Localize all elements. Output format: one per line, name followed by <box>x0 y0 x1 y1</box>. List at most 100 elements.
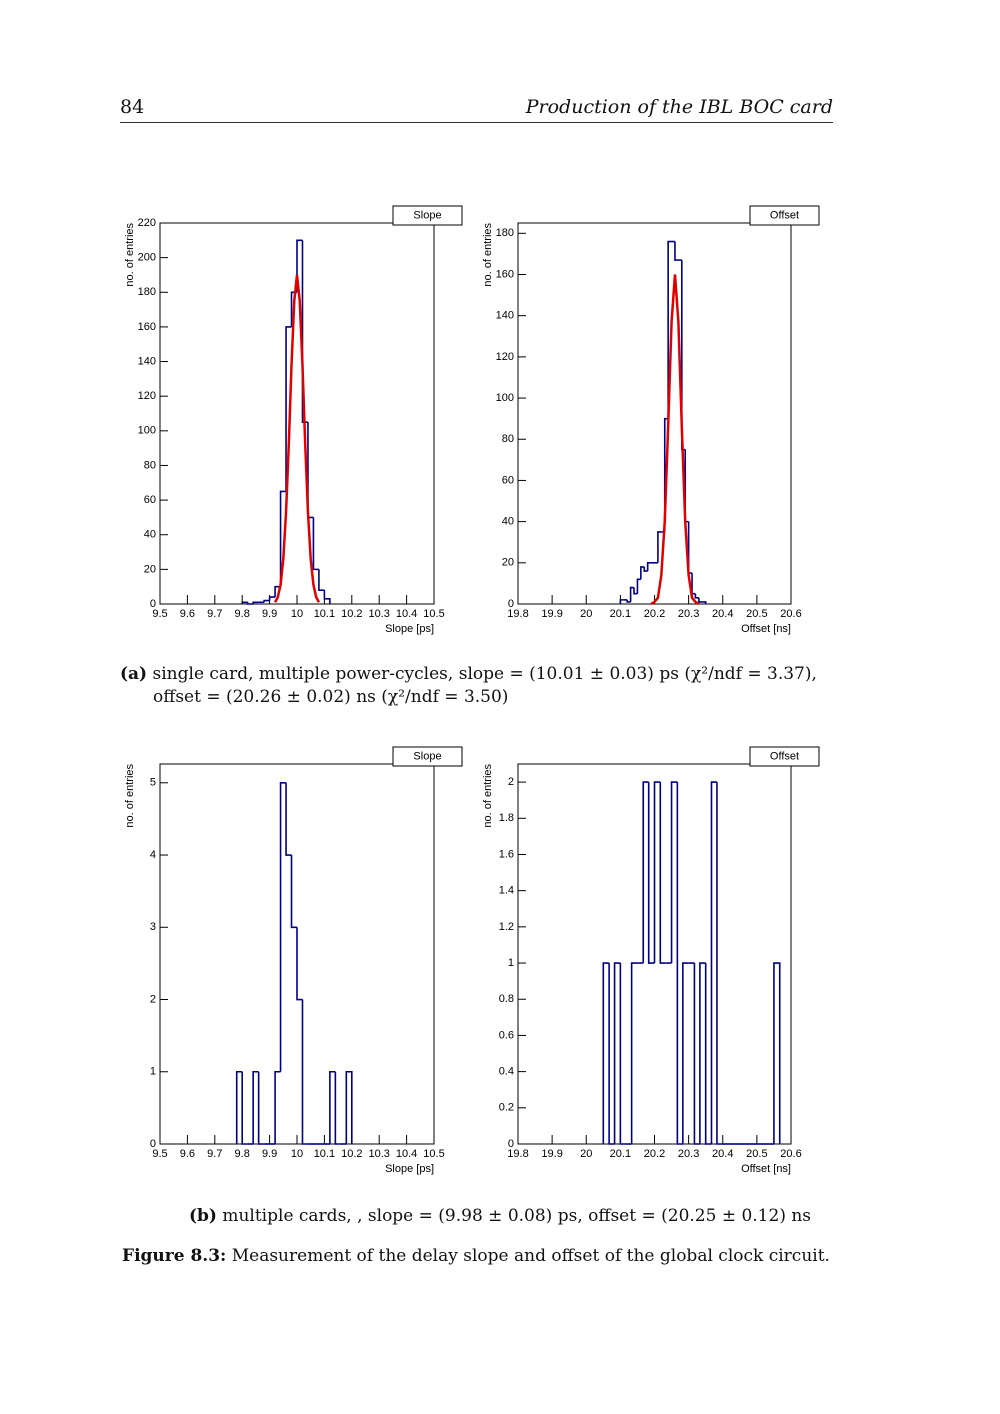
figure-caption: Figure 8.3: Measurement of the delay slo… <box>122 1245 882 1268</box>
histogram-bin <box>274 585 281 598</box>
x-tick-label: 20.5 <box>746 608 767 620</box>
x-tick-label: 10.1 <box>314 608 335 620</box>
running-title: Production of the IBL BOC card <box>525 96 833 118</box>
x-tick-label: 10.2 <box>341 608 362 620</box>
x-tick-label: 9.5 <box>152 1148 167 1160</box>
histogram-bin <box>629 586 635 602</box>
plot-frame <box>517 222 792 605</box>
histogram-bin <box>241 601 248 604</box>
histogram-bin <box>657 531 662 563</box>
y-tick-label: 100 <box>138 425 156 437</box>
histogram-bin <box>619 599 624 604</box>
y-tick-label: 160 <box>496 268 514 280</box>
histogram-bin <box>674 241 679 261</box>
x-tick-label: 9.7 <box>207 1148 222 1160</box>
x-tick-label: 10.3 <box>368 608 389 620</box>
x-tick-label: 20.1 <box>610 1148 631 1160</box>
title-box <box>392 746 463 767</box>
histogram-bin <box>241 1071 248 1145</box>
x-tick-label: 10 <box>291 1148 303 1160</box>
y-tick-label: 80 <box>502 433 514 445</box>
y-tick-label: 160 <box>138 321 156 333</box>
y-tick-label: 0.4 <box>499 1066 514 1078</box>
y-tick-label: 5 <box>150 777 156 789</box>
x-tick-label: 19.9 <box>541 608 562 620</box>
x-tick-label: 10 <box>291 608 303 620</box>
y-tick-label: 1.4 <box>499 885 514 897</box>
y-tick-label: 220 <box>138 217 156 229</box>
subcaption: (a) single card, multiple power-cycles, … <box>120 663 835 709</box>
title-box <box>749 746 820 767</box>
histogram-bin <box>626 599 631 603</box>
x-tick-label: 20 <box>580 1148 592 1160</box>
y-tick-label: 40 <box>144 529 156 541</box>
histogram-bin <box>279 781 287 1072</box>
x-tick-label: 9.9 <box>262 1148 277 1160</box>
y-tick-label: 20 <box>144 563 156 575</box>
histogram-bin <box>691 573 696 595</box>
x-tick-label: 9.7 <box>207 608 222 620</box>
histogram-bin <box>252 1070 259 1144</box>
histogram-bin <box>633 587 638 595</box>
subcaption-text: single card, multiple power-cycles, slop… <box>152 664 817 707</box>
histogram-bin <box>235 1070 243 1144</box>
chart-title: Offset <box>770 209 799 221</box>
histogram-bin <box>670 781 678 964</box>
y-tick-label: 200 <box>138 252 156 264</box>
y-tick-label: 2 <box>150 993 156 1005</box>
histogram-bin <box>345 1070 353 1144</box>
histogram-bin <box>667 240 672 419</box>
x-tick-label: 20.6 <box>780 608 801 620</box>
x-tick-label: 20.3 <box>678 1148 699 1160</box>
histogram-bin <box>312 517 319 571</box>
histogram-bin <box>653 781 661 964</box>
fit-curve <box>650 274 700 606</box>
y-tick-label: 0 <box>150 1138 156 1150</box>
y-tick-label: 40 <box>502 516 514 528</box>
y-tick-label: 140 <box>138 355 156 367</box>
y-tick-label: 80 <box>144 459 156 471</box>
histogram-bin <box>274 1070 281 1144</box>
x-tick-label: 9.8 <box>235 1148 250 1160</box>
x-tick-label: 10.2 <box>341 1148 362 1160</box>
y-tick-label: 1 <box>150 1066 156 1078</box>
title-box <box>749 205 820 226</box>
histogram-bin <box>252 601 259 604</box>
x-tick-label: 19.8 <box>507 608 528 620</box>
y-tick-label: 1.2 <box>499 921 514 933</box>
y-tick-label: 100 <box>496 392 514 404</box>
histogram-bin <box>636 578 641 594</box>
figure-label: Figure 8.3: <box>122 1246 227 1266</box>
y-tick-label: 3 <box>150 921 156 933</box>
histogram-bin <box>246 602 254 605</box>
histogram-bin <box>716 782 723 1145</box>
histogram-bin <box>608 963 615 1145</box>
histogram-bin <box>257 1071 265 1145</box>
y-tick-label: 0 <box>150 598 156 610</box>
y-tick-label: 1.6 <box>499 848 514 860</box>
x-tick-label: 20.4 <box>712 1148 733 1160</box>
histogram-bin <box>279 490 287 587</box>
histogram-bin <box>290 855 297 929</box>
y-axis-label: no. of entries <box>124 223 136 287</box>
chart-title: Slope <box>413 209 441 221</box>
y-tick-label: 180 <box>138 286 156 298</box>
x-tick-label: 9.6 <box>180 1148 195 1160</box>
histogram-bin <box>710 781 717 1144</box>
subcaption-label: (a) <box>120 664 148 684</box>
y-tick-label: 0 <box>508 1138 514 1150</box>
histogram-bin <box>329 1070 336 1144</box>
x-tick-label: 20.2 <box>644 1148 665 1160</box>
histogram-bin <box>613 962 621 1144</box>
y-tick-label: 140 <box>496 310 514 322</box>
x-axis-label: Offset [ns] <box>741 1163 791 1175</box>
histogram-bin <box>702 601 707 604</box>
histogram-bin <box>676 782 683 1145</box>
histogram-bin <box>285 326 292 492</box>
subcaption-label: (b) <box>188 1206 217 1226</box>
x-tick-label: 20 <box>580 608 592 620</box>
histogram-bin <box>704 963 712 1145</box>
histogram-bin <box>698 597 703 603</box>
x-tick-label: 19.9 <box>541 1148 562 1160</box>
